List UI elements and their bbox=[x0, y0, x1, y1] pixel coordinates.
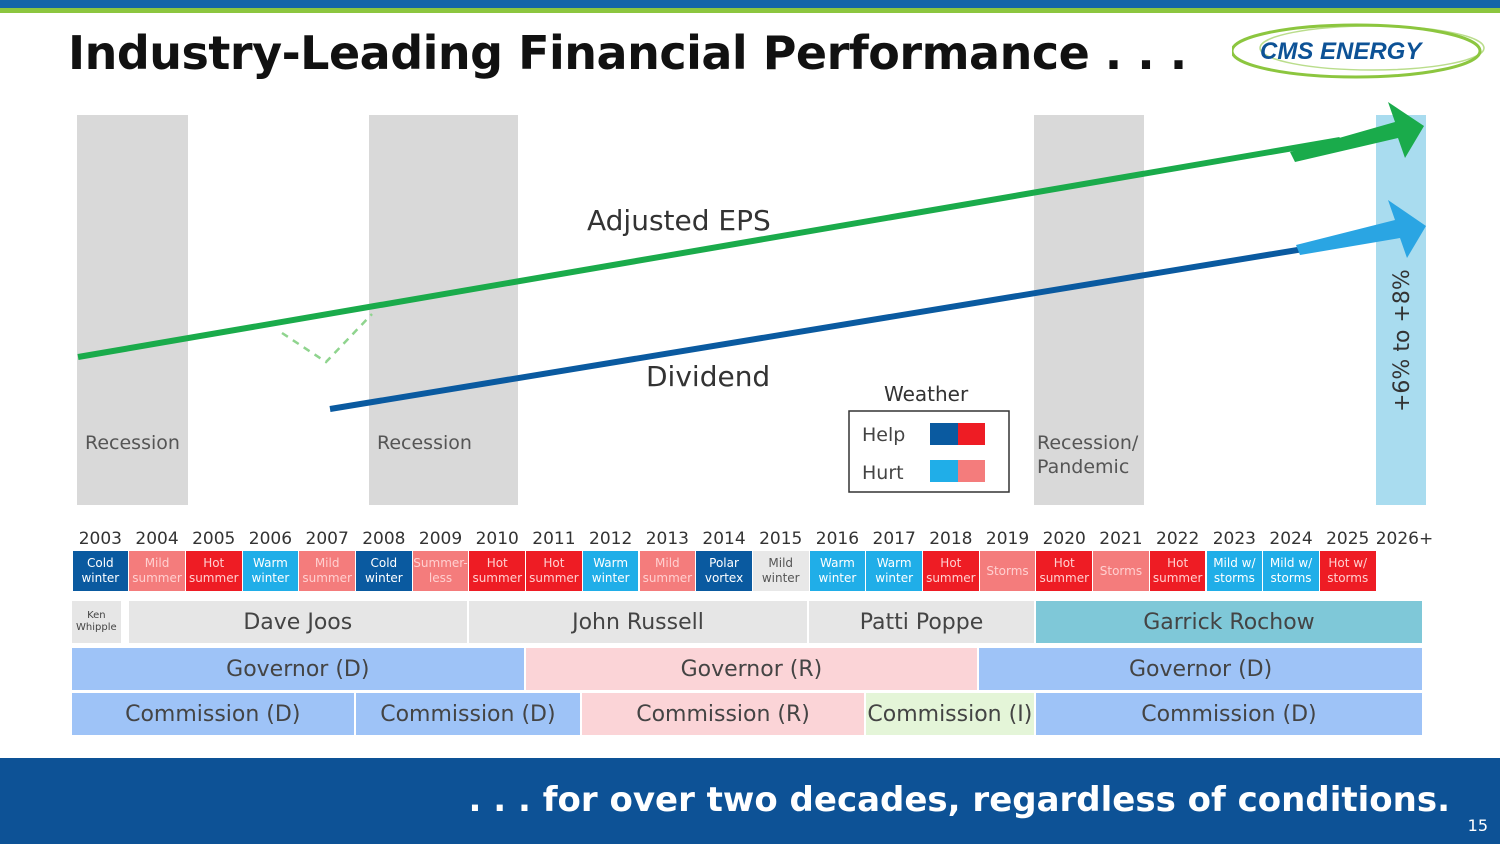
weather-cell: Hot w/ storms bbox=[1319, 551, 1376, 591]
financial-performance-chart: Recession Recession Recession/Pandemic +6% … bbox=[77, 102, 1426, 505]
page-number: 15 bbox=[1467, 816, 1488, 835]
year-tick-label: 2014 bbox=[702, 529, 746, 549]
weather-cell: Warm winter bbox=[242, 551, 299, 591]
ceo-bar: Patti Poppe bbox=[809, 601, 1036, 643]
footer-tagline: . . . for over two decades, regardless o… bbox=[468, 780, 1450, 820]
year-tick-label: 2024 bbox=[1269, 529, 1313, 549]
weather-cell: Mild summer bbox=[299, 551, 355, 591]
legend-help-red-swatch bbox=[958, 423, 985, 445]
weather-cell: Hot summer bbox=[1149, 551, 1206, 591]
logo-text: CMS ENERGY bbox=[1260, 38, 1423, 65]
legend-help-blue-swatch bbox=[930, 423, 958, 445]
legend-hurt-blue-swatch bbox=[930, 460, 958, 482]
commission-bar: Commission (D) bbox=[72, 693, 356, 735]
cms-energy-logo: CMS ENERGY bbox=[1232, 23, 1485, 79]
weather-cell: Warm winter bbox=[582, 551, 639, 591]
year-tick-label: 2016 bbox=[815, 529, 860, 549]
weather-cell: Mild w/ storms bbox=[1263, 551, 1319, 591]
year-tick-label: 2019 bbox=[985, 529, 1030, 549]
weather-cell: Hot summer bbox=[185, 551, 242, 591]
shaded-period-label: Recession bbox=[85, 432, 180, 454]
governor-bar: Governor (D) bbox=[979, 648, 1424, 690]
year-tick-label: 2013 bbox=[645, 529, 689, 549]
year-tick-label: 2009 bbox=[418, 529, 463, 549]
commission-bar: Commission (D) bbox=[355, 693, 583, 735]
page-title: Industry-Leading Financial Performance .… bbox=[68, 26, 1187, 80]
eps-series-label: Adjusted EPS bbox=[587, 204, 771, 237]
weather-cell: Mild w/ storms bbox=[1206, 551, 1263, 591]
year-tick-label: 2008 bbox=[362, 529, 406, 549]
year-tick-label: 2023 bbox=[1212, 529, 1256, 549]
dividend-series-label: Dividend bbox=[646, 360, 770, 393]
weather-cell: Hot summer bbox=[469, 551, 526, 591]
year-tick-label: 2015 bbox=[759, 529, 803, 549]
footer-banner: . . . for over two decades, regardless o… bbox=[0, 758, 1500, 844]
year-tick-label: 2007 bbox=[305, 529, 349, 549]
year-tick-label: 2025 bbox=[1326, 529, 1370, 549]
weather-cell: Polar vortex bbox=[696, 551, 752, 591]
governor-bar: Governor (R) bbox=[525, 648, 980, 690]
year-tick-label: 2003 bbox=[78, 529, 122, 549]
year-tick-label: 2021 bbox=[1099, 529, 1143, 549]
weather-cell: Hot summer bbox=[923, 551, 979, 591]
weather-cell: Mild summer bbox=[639, 551, 696, 591]
dividend-line bbox=[329, 240, 1341, 412]
dividend-arrow-head bbox=[1296, 200, 1426, 258]
shaded-period-label: Recession bbox=[377, 432, 472, 454]
year-tick-label: 2020 bbox=[1042, 529, 1086, 549]
legend-hurt-label: Hurt bbox=[862, 462, 904, 484]
year-tick-label: 2004 bbox=[135, 529, 179, 549]
legend-hurt-red-swatch bbox=[958, 460, 985, 482]
year-tick-label: 2006 bbox=[248, 529, 293, 549]
shaded-period bbox=[77, 115, 188, 505]
commission-bar: Commission (D) bbox=[1035, 693, 1424, 735]
weather-cell: Cold winter bbox=[72, 551, 129, 591]
year-tick-label: 2026+ bbox=[1376, 529, 1433, 549]
year-tick-label: 2010 bbox=[475, 529, 519, 549]
year-tick-label: 2005 bbox=[192, 529, 236, 549]
year-tick-label: 2011 bbox=[532, 529, 576, 549]
forecast-band bbox=[1376, 115, 1426, 505]
ceo-bar: Dave Joos bbox=[128, 601, 469, 643]
eps-arrow-head bbox=[1290, 102, 1424, 162]
weather-cell: Hot summer bbox=[526, 551, 582, 591]
shaded-period-label: Recession/Pandemic bbox=[1037, 432, 1139, 478]
legend-help-label: Help bbox=[862, 424, 905, 446]
shaded-period bbox=[1034, 115, 1144, 505]
legend-title: Weather bbox=[884, 382, 969, 406]
year-tick-label: 2018 bbox=[929, 529, 973, 549]
ceo-bar: Ken Whipple bbox=[72, 601, 123, 643]
weather-cell: Summer-less bbox=[412, 551, 469, 591]
weather-cell: Mild winter bbox=[752, 551, 809, 591]
shaded-period bbox=[369, 115, 518, 505]
ceo-bar: Garrick Rochow bbox=[1035, 601, 1424, 643]
eps-dip-dashed bbox=[281, 313, 373, 364]
weather-cell: Mild summer bbox=[129, 551, 185, 591]
weather-cell: Hot summer bbox=[1036, 551, 1093, 591]
ceo-bar: John Russell bbox=[468, 601, 810, 643]
top-accent-bar bbox=[0, 0, 1500, 8]
governor-bar: Governor (D) bbox=[72, 648, 526, 690]
weather-cell: Storms bbox=[979, 551, 1036, 591]
weather-cell: Warm winter bbox=[809, 551, 866, 591]
commission-bar: Commission (R) bbox=[582, 693, 866, 735]
weather-cell: Storms bbox=[1093, 551, 1149, 591]
weather-cell: Warm winter bbox=[866, 551, 922, 591]
weather-cell: Cold winter bbox=[356, 551, 412, 591]
year-tick-label: 2017 bbox=[872, 529, 916, 549]
eps-line bbox=[77, 137, 1341, 360]
growth-label: +6% to +8% bbox=[1390, 269, 1415, 412]
top-accent-stripe bbox=[0, 8, 1500, 13]
year-tick-label: 2012 bbox=[589, 529, 633, 549]
year-tick-label: 2022 bbox=[1156, 529, 1200, 549]
commission-bar: Commission (I) bbox=[865, 693, 1036, 735]
